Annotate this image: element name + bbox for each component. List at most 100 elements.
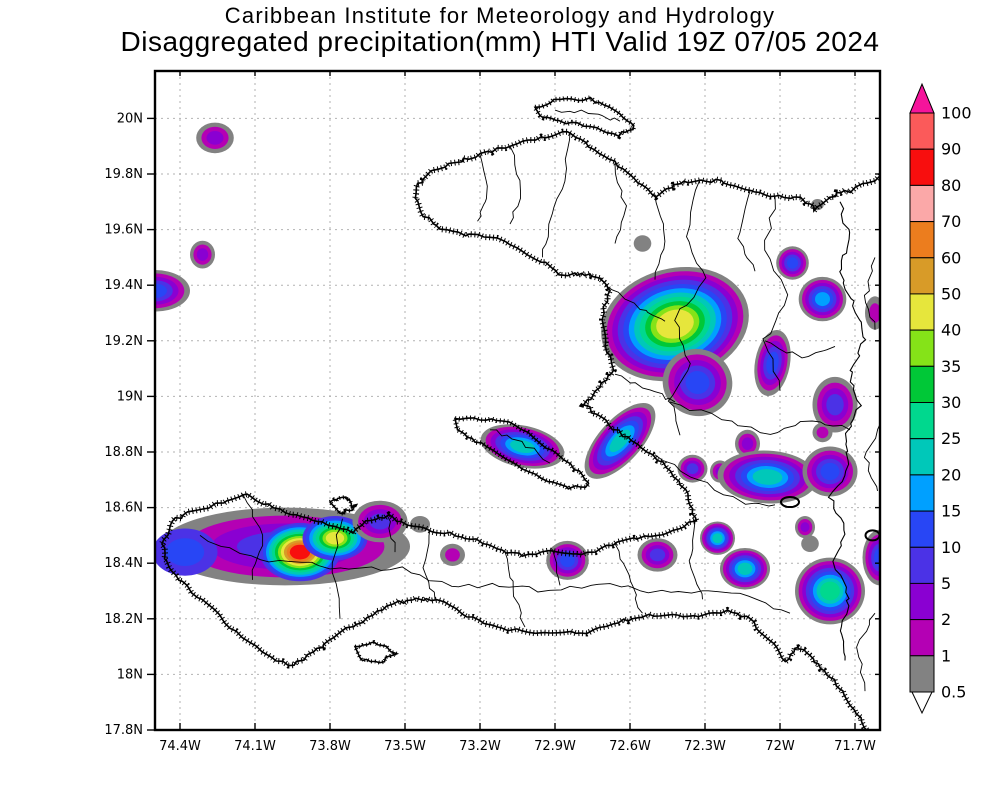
watershed-boundary-line (688, 521, 703, 600)
watershed-boundary-line (422, 529, 436, 600)
coastline-path (328, 496, 356, 515)
coastline-path (533, 96, 635, 138)
watershed-boundary-line (737, 190, 756, 272)
y-axis-tick-label: 18.2N (104, 612, 143, 627)
y-axis-tick-label: 20N (117, 111, 143, 126)
precip-contour (289, 544, 311, 560)
colorbar-tick-label: 20 (941, 465, 961, 484)
colorbar-tick-label: 2 (941, 610, 951, 629)
colorbar-tick-label: 1 (941, 646, 951, 665)
precip-contour (874, 548, 880, 568)
watershed-boundary-line (509, 146, 521, 225)
map-frame (153, 69, 882, 732)
precip-contour (633, 235, 652, 252)
colorbar-under-arrow (911, 691, 933, 715)
precip-contour (741, 437, 754, 451)
axis-ticks (147, 71, 880, 731)
colorbar-segment (909, 510, 935, 548)
precip-contour (410, 516, 430, 533)
watershed-boundary-line (764, 340, 836, 359)
y-axis-tick-label: 18.8N (104, 445, 143, 460)
precip-contour (155, 283, 167, 298)
colorbar-segment (909, 329, 935, 367)
y-axis-tick-label: 18N (117, 667, 143, 682)
precip-contour (869, 303, 880, 323)
colorbar-tick-label: 30 (941, 393, 961, 412)
colorbar-tick-label: 60 (941, 248, 961, 267)
y-axis-tick-label: 19.6N (104, 223, 143, 238)
colorbar-tick-label: 25 (941, 429, 961, 448)
watershed-boundary-line (863, 257, 876, 330)
colorbar-tick-label: 5 (941, 574, 951, 593)
y-axis-tick-label: 17.8N (104, 723, 143, 738)
precip-contour (820, 462, 840, 481)
precip-contour (560, 553, 575, 568)
x-axis-tick-label: 72.9W (534, 739, 576, 754)
precip-contour (766, 351, 779, 375)
watershed-boundary-line (863, 424, 880, 491)
colorbar-segment (909, 619, 935, 657)
watershed-boundary-line (856, 612, 876, 692)
colorbar-segment (909, 474, 935, 512)
watershed-boundary-line (242, 493, 264, 580)
watershed-boundary-line (552, 549, 561, 586)
colorbar-over-arrow (909, 82, 935, 114)
title-line-1: Caribbean Institute for Meteorology and … (224, 3, 776, 28)
precip-contour (786, 257, 799, 269)
y-axis-tick-label: 18.4N (104, 556, 143, 571)
watershed-boundary-line (542, 132, 571, 258)
precip-contour (737, 562, 753, 575)
watershed-boundary-line (614, 162, 627, 244)
y-axis-tick-label: 19N (117, 389, 143, 404)
x-axis-tick-label: 72.3W (684, 739, 726, 754)
colorbar-segment (909, 655, 935, 693)
precip-contour (325, 531, 345, 545)
y-axis-tick-label: 19.2N (104, 334, 143, 349)
watershed-boundary-line (604, 284, 666, 322)
watershed-boundary-line (614, 373, 676, 403)
precipitation-contours (155, 122, 880, 625)
colorbar-tick-label: 15 (941, 502, 961, 521)
coastline-path (160, 130, 880, 730)
country-border-line (827, 201, 867, 661)
precip-contour (656, 309, 694, 339)
precip-contour (712, 533, 723, 544)
x-axis-tick-label: 71.7W (834, 739, 876, 754)
precip-contour (196, 248, 209, 261)
watershed-boundary-line (504, 551, 526, 628)
colorbar-tick-label: 0.5 (941, 683, 966, 702)
colorbar: 100 90 80 70 60 50 40 35 30 25 20 15 10 5 2 1 0.5 (909, 82, 972, 715)
watershed-boundary-line (762, 196, 789, 391)
coastline-path (353, 641, 400, 664)
watershed-boundary-line (199, 535, 791, 614)
x-axis-tick-label: 73.5W (384, 739, 426, 754)
gridlines (155, 71, 880, 730)
watershed-boundary-line (667, 179, 707, 436)
x-axis-tick-label: 72W (765, 739, 795, 754)
precip-contour (165, 538, 205, 566)
watershed-boundary-line (554, 109, 621, 122)
lake-outline (780, 496, 800, 509)
colorbar-segment (909, 438, 935, 476)
precip-contour (752, 469, 783, 485)
y-axis-tick-label: 19.4N (104, 278, 143, 293)
coastline-path (453, 417, 590, 490)
colorbar-segment (909, 546, 935, 584)
x-axis-tick-label: 73.8W (309, 739, 351, 754)
watershed-boundary-line (669, 401, 851, 435)
precip-contour (815, 292, 830, 307)
colorbar-segment (909, 112, 935, 150)
watershed-boundary-line (387, 515, 396, 553)
watershed-boundary-line (477, 154, 488, 222)
colorbar-segment (909, 148, 935, 186)
colorbar-tick-label: 50 (941, 284, 961, 303)
colorbar-tick-label: 100 (941, 104, 972, 123)
x-axis-tick-label: 74.4W (159, 739, 201, 754)
precip-contour (206, 131, 224, 145)
watershed-boundary-line (489, 429, 551, 464)
watershed-boundary-line (654, 196, 666, 280)
colorbar-tick-label: 35 (941, 357, 961, 376)
colorbar-segment (909, 582, 935, 621)
